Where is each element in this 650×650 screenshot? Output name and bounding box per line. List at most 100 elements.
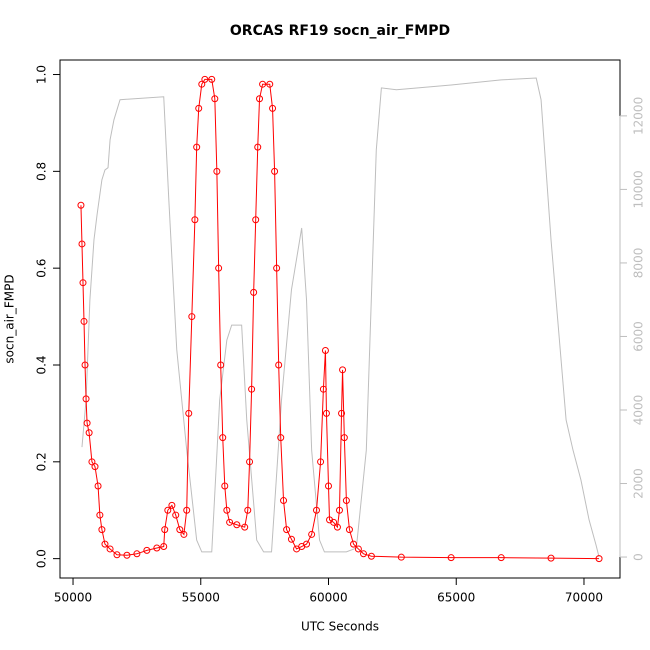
data-point bbox=[335, 506, 343, 514]
data-point bbox=[322, 409, 330, 417]
data-point bbox=[191, 216, 199, 224]
data-point bbox=[91, 463, 99, 471]
data-point bbox=[330, 518, 338, 526]
data-point bbox=[143, 546, 151, 554]
data-point bbox=[277, 434, 285, 442]
data-point bbox=[198, 80, 206, 88]
data-point bbox=[183, 506, 191, 514]
data-point bbox=[447, 554, 455, 562]
data-point bbox=[185, 409, 193, 417]
y-tick-label: 0.6 bbox=[35, 259, 49, 278]
series-line bbox=[81, 77, 600, 558]
data-point bbox=[226, 518, 234, 526]
y2-tick-label: 10000 bbox=[632, 170, 646, 208]
data-point bbox=[180, 530, 188, 538]
y2-tick-label: 4000 bbox=[632, 395, 646, 426]
x-tick-label: 50000 bbox=[54, 591, 92, 605]
data-point bbox=[325, 482, 333, 490]
data-point bbox=[168, 501, 176, 509]
data-point bbox=[96, 511, 104, 519]
x-tick-label: 65000 bbox=[437, 591, 475, 605]
data-point bbox=[280, 497, 288, 505]
data-point bbox=[193, 143, 201, 151]
data-point bbox=[333, 523, 341, 531]
data-point bbox=[497, 554, 505, 562]
data-point bbox=[354, 545, 362, 553]
data-point bbox=[201, 75, 209, 83]
data-point bbox=[176, 526, 184, 534]
data-point bbox=[161, 526, 169, 534]
y2-tick-label: 6000 bbox=[632, 321, 646, 352]
data-point bbox=[595, 555, 603, 563]
data-point bbox=[271, 167, 279, 175]
data-point bbox=[88, 458, 96, 466]
data-point bbox=[241, 523, 249, 531]
data-point bbox=[223, 506, 231, 514]
data-point bbox=[221, 482, 229, 490]
data-point bbox=[340, 434, 348, 442]
data-point bbox=[83, 419, 91, 427]
data-point bbox=[153, 544, 161, 552]
chart-title: ORCAS RF19 socn_air_FMPD bbox=[230, 23, 450, 39]
data-point bbox=[252, 216, 260, 224]
y-tick-label: 0.2 bbox=[35, 452, 49, 471]
y-tick-label: 0.0 bbox=[35, 549, 49, 568]
data-point bbox=[303, 540, 311, 548]
data-point bbox=[160, 543, 168, 551]
data-point bbox=[312, 506, 320, 514]
data-point bbox=[317, 458, 325, 466]
data-point bbox=[101, 540, 109, 548]
data-point bbox=[188, 313, 196, 321]
y2-tick-label: 2000 bbox=[632, 468, 646, 499]
data-point bbox=[259, 80, 267, 88]
data-point bbox=[94, 482, 102, 490]
data-point bbox=[77, 201, 85, 209]
x-axis-label: UTC Seconds bbox=[301, 620, 379, 634]
series-line bbox=[80, 78, 600, 560]
data-point bbox=[164, 506, 172, 514]
data-point bbox=[79, 279, 87, 287]
data-point bbox=[360, 550, 368, 558]
data-point bbox=[233, 521, 241, 529]
data-point bbox=[244, 506, 252, 514]
data-point bbox=[319, 385, 327, 393]
data-point bbox=[82, 395, 90, 403]
data-point bbox=[85, 429, 93, 437]
y-tick-label: 0.8 bbox=[35, 162, 49, 181]
data-point bbox=[113, 551, 121, 559]
data-point bbox=[547, 554, 555, 562]
x-tick-label: 70000 bbox=[565, 591, 603, 605]
data-point bbox=[98, 526, 106, 534]
data-point bbox=[213, 167, 221, 175]
data-point bbox=[321, 346, 329, 354]
data-point bbox=[195, 104, 203, 112]
data-point bbox=[246, 458, 254, 466]
data-point bbox=[256, 95, 264, 103]
y-axis-label: socn_air_FMPD bbox=[3, 274, 17, 363]
data-point bbox=[250, 288, 258, 296]
data-point bbox=[266, 80, 274, 88]
x-tick-label: 60000 bbox=[309, 591, 347, 605]
data-point bbox=[273, 264, 281, 272]
data-point bbox=[342, 497, 350, 505]
data-point bbox=[254, 143, 262, 151]
x-tick-label: 55000 bbox=[182, 591, 220, 605]
data-point bbox=[133, 550, 141, 558]
data-point bbox=[350, 540, 358, 548]
data-point bbox=[248, 385, 256, 393]
data-point bbox=[287, 535, 295, 543]
data-point bbox=[211, 95, 219, 103]
data-point bbox=[283, 526, 291, 534]
data-point bbox=[397, 553, 405, 561]
y2-tick-label: 8000 bbox=[632, 248, 646, 279]
data-point bbox=[123, 551, 131, 559]
data-point bbox=[215, 264, 223, 272]
y-tick-label: 0.4 bbox=[35, 355, 49, 374]
data-point bbox=[345, 526, 353, 534]
data-point bbox=[219, 434, 227, 442]
y2-tick-label: 0 bbox=[632, 553, 646, 561]
data-point bbox=[106, 545, 114, 553]
data-point bbox=[338, 409, 346, 417]
